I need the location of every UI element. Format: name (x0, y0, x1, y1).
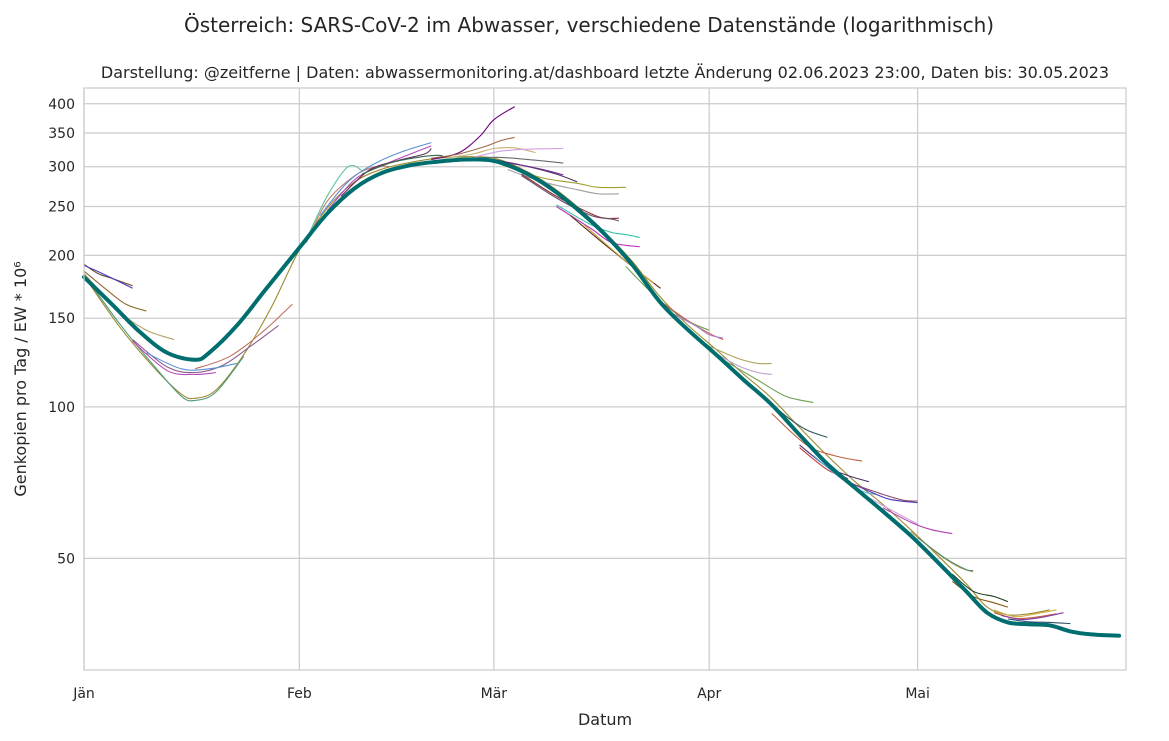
vintage-series-33 (667, 310, 724, 339)
y-tick-label: 300 (48, 160, 75, 176)
vintage-series-26 (521, 175, 620, 222)
vintage-series-6 (132, 325, 279, 374)
vintage-series-45 (882, 507, 953, 535)
vintage-series-44 (868, 497, 918, 525)
vintage-series-8 (146, 352, 237, 371)
vintage-series-17 (431, 136, 515, 159)
x-tick-label: Jän (72, 686, 95, 702)
y-tick-label: 100 (48, 400, 75, 416)
x-tick-label: Mär (481, 686, 508, 702)
y-tick-label: 200 (48, 248, 75, 264)
vintage-series-4 (83, 156, 1050, 616)
vintage-series-19 (472, 147, 564, 158)
vintage-series-21 (493, 158, 578, 183)
vintage-series-31 (625, 266, 710, 331)
vintage-series-47 (917, 537, 974, 572)
chart-title: Österreich: SARS-CoV-2 im Abwasser, vers… (184, 13, 994, 37)
vintage-series-36 (722, 359, 814, 404)
y-tick-label: 350 (48, 126, 75, 142)
vintage-series-1 (83, 264, 133, 289)
vintage-series-20 (472, 156, 564, 164)
vintage-series-7 (132, 340, 217, 376)
y-tick-label: 250 (48, 200, 75, 216)
vintage-series-38 (771, 413, 863, 462)
vintage-series-43 (854, 484, 918, 502)
vintage-series-35 (708, 349, 772, 375)
x-axis-ticks: Jän Feb Mär Apr Mai (72, 686, 930, 702)
vintage-series-9 (194, 303, 293, 370)
vintage-series-13 (326, 145, 432, 212)
vintage-series-3 (83, 273, 175, 341)
y-axis-ticks: 50 100 150 200 250 300 350 400 (48, 97, 75, 568)
vintage-series-15 (361, 154, 446, 175)
vintage-series-11 (305, 165, 390, 243)
vintage-series-5 (83, 274, 245, 402)
y-tick-label: 150 (48, 311, 75, 327)
grid-lines (83, 88, 1126, 670)
x-tick-label: Feb (287, 686, 312, 702)
vintage-series-53 (1007, 618, 1071, 625)
y-axis-label: Genkopien pro Tag / EW * 10⁶ (11, 261, 30, 496)
vintage-series-39 (799, 444, 870, 483)
y-tick-label: 400 (48, 97, 75, 113)
vintage-series-50 (993, 609, 1057, 618)
main-series-line (82, 157, 1122, 638)
vintage-series-12 (319, 142, 432, 216)
vintage-series-42 (840, 478, 918, 504)
chart-subtitle: Darstellung: @zeitferne | Daten: abwasse… (101, 63, 1109, 82)
y-tick-label: 50 (57, 551, 75, 567)
x-tick-label: Apr (697, 686, 721, 702)
vintage-series-2 (83, 270, 147, 312)
x-tick-label: Mai (905, 686, 930, 702)
vintage-series-48 (951, 573, 1009, 603)
plot-frame (83, 87, 1127, 671)
x-axis-label: Datum (578, 710, 632, 729)
vintage-series-30 (583, 224, 654, 284)
vintage-series-34 (708, 345, 772, 365)
vintage-series-52 (1000, 612, 1064, 621)
vintage-series-lines (83, 106, 1071, 625)
vintage-series-27 (556, 204, 640, 239)
vintage-series-10 (305, 164, 363, 240)
main-series (82, 157, 1122, 638)
